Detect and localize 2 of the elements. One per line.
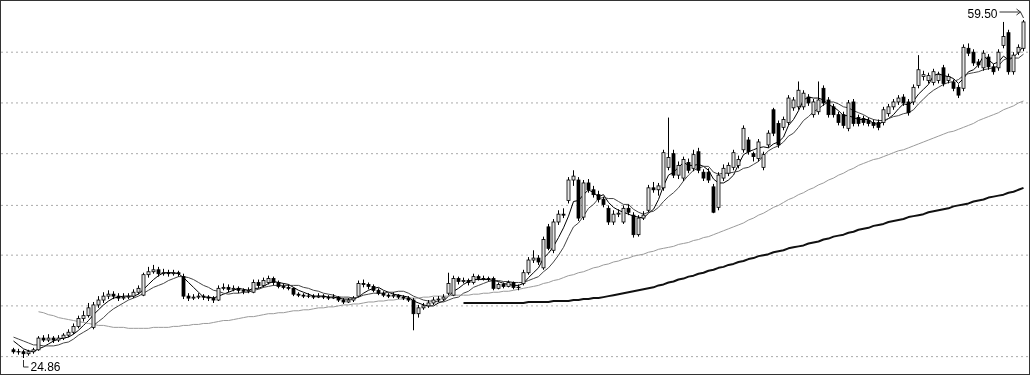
annotation: 59.50 (967, 7, 998, 21)
text: 24.86 (30, 360, 61, 374)
